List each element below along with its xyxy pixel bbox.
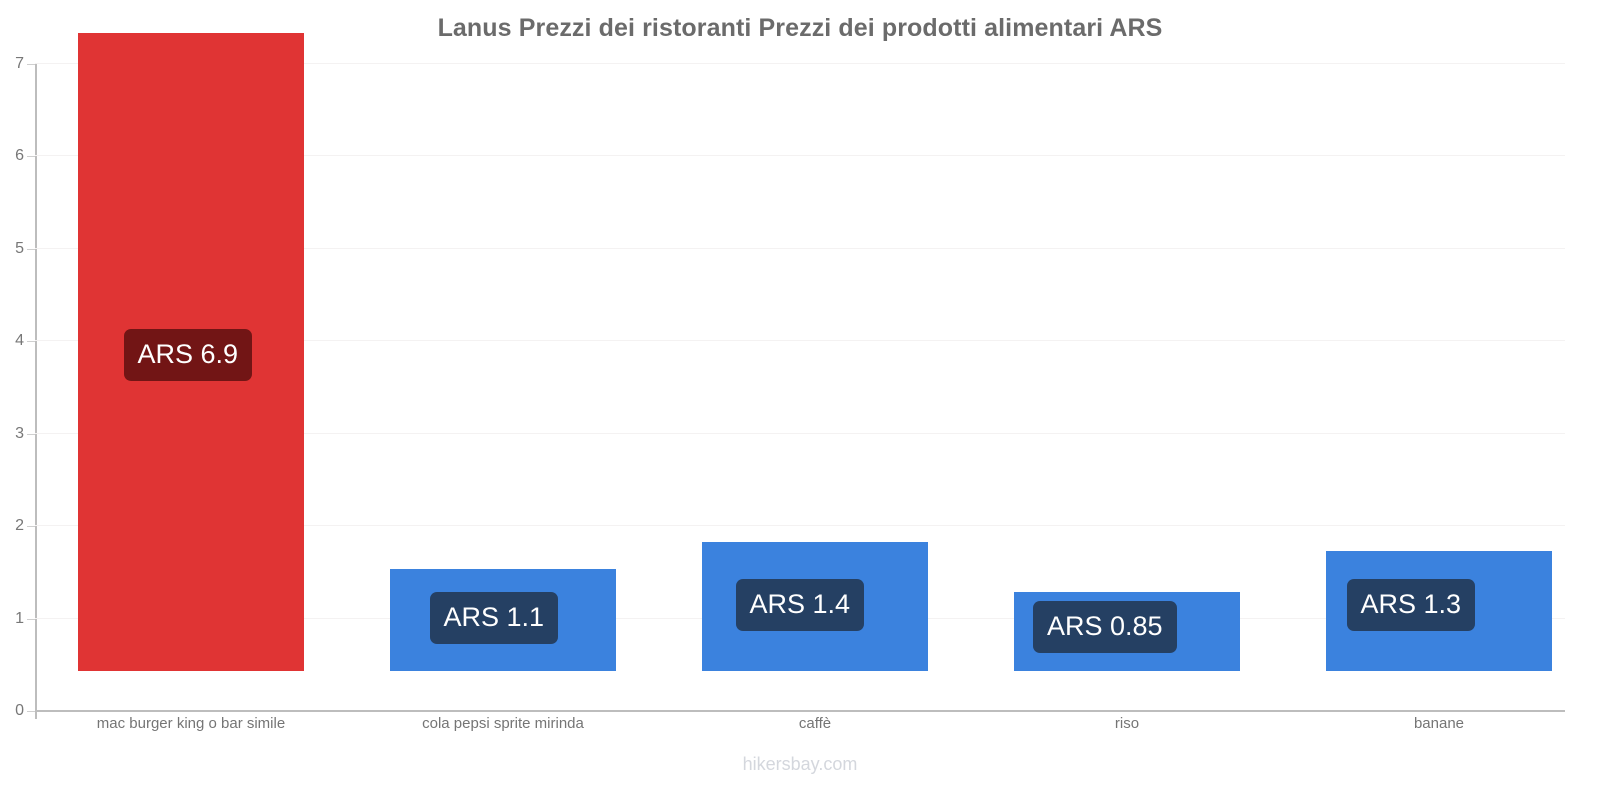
y-tick-mark [27,248,35,250]
y-tick-mark [27,64,35,65]
y-tick-label: 5 [15,239,24,257]
y-tick-label: 6 [15,147,24,165]
chart-title: Lanus Prezzi dei ristoranti Prezzi dei p… [437,14,1163,42]
x-axis-category-label: mac burger king o bar simile [96,715,286,732]
y-tick-label: 1 [15,609,24,627]
bar-value-label: ARS 1.1 [429,592,559,644]
y-tick-label: 0 [15,702,24,719]
y-tick-mark [27,618,35,620]
gridline [35,155,1565,157]
gridline [35,525,1565,527]
gridline [35,247,1565,249]
y-tick-label: 4 [15,332,24,350]
bar-value-label: ARS 1.3 [1346,579,1476,631]
y-axis-line [35,64,37,719]
gridline [35,63,1565,64]
y-tick-mark [27,341,35,343]
y-tick-label: 7 [15,55,24,72]
gridline [35,340,1565,342]
x-axis-category-label: riso [1114,715,1140,732]
y-tick-mark [27,156,35,158]
bar-value-label: ARS 6.9 [123,329,253,381]
plot-area: 0 1 2 3 4 5 6 7 ARS 6.9 ARS 1.1 ARS 1.4 ARS 0.85 AR… [15,33,1565,732]
y-tick-mark [27,433,35,435]
x-axis-line [35,710,1565,712]
y-tick-mark [27,526,35,528]
y-tick-label: 2 [15,517,24,535]
bar-value-label: ARS 0.85 [1033,601,1177,653]
x-axis-category-label: caffè [798,715,832,732]
y-tick-label: 3 [15,424,24,442]
y-tick-mark [27,711,35,712]
x-axis-category-label: cola pepsi sprite mirinda [422,715,584,732]
bar-value-label: ARS 1.4 [735,579,865,631]
x-axis-category-label: banane [1413,715,1465,732]
gridline [35,432,1565,434]
footer-brand: hikersbay.com [742,754,858,774]
